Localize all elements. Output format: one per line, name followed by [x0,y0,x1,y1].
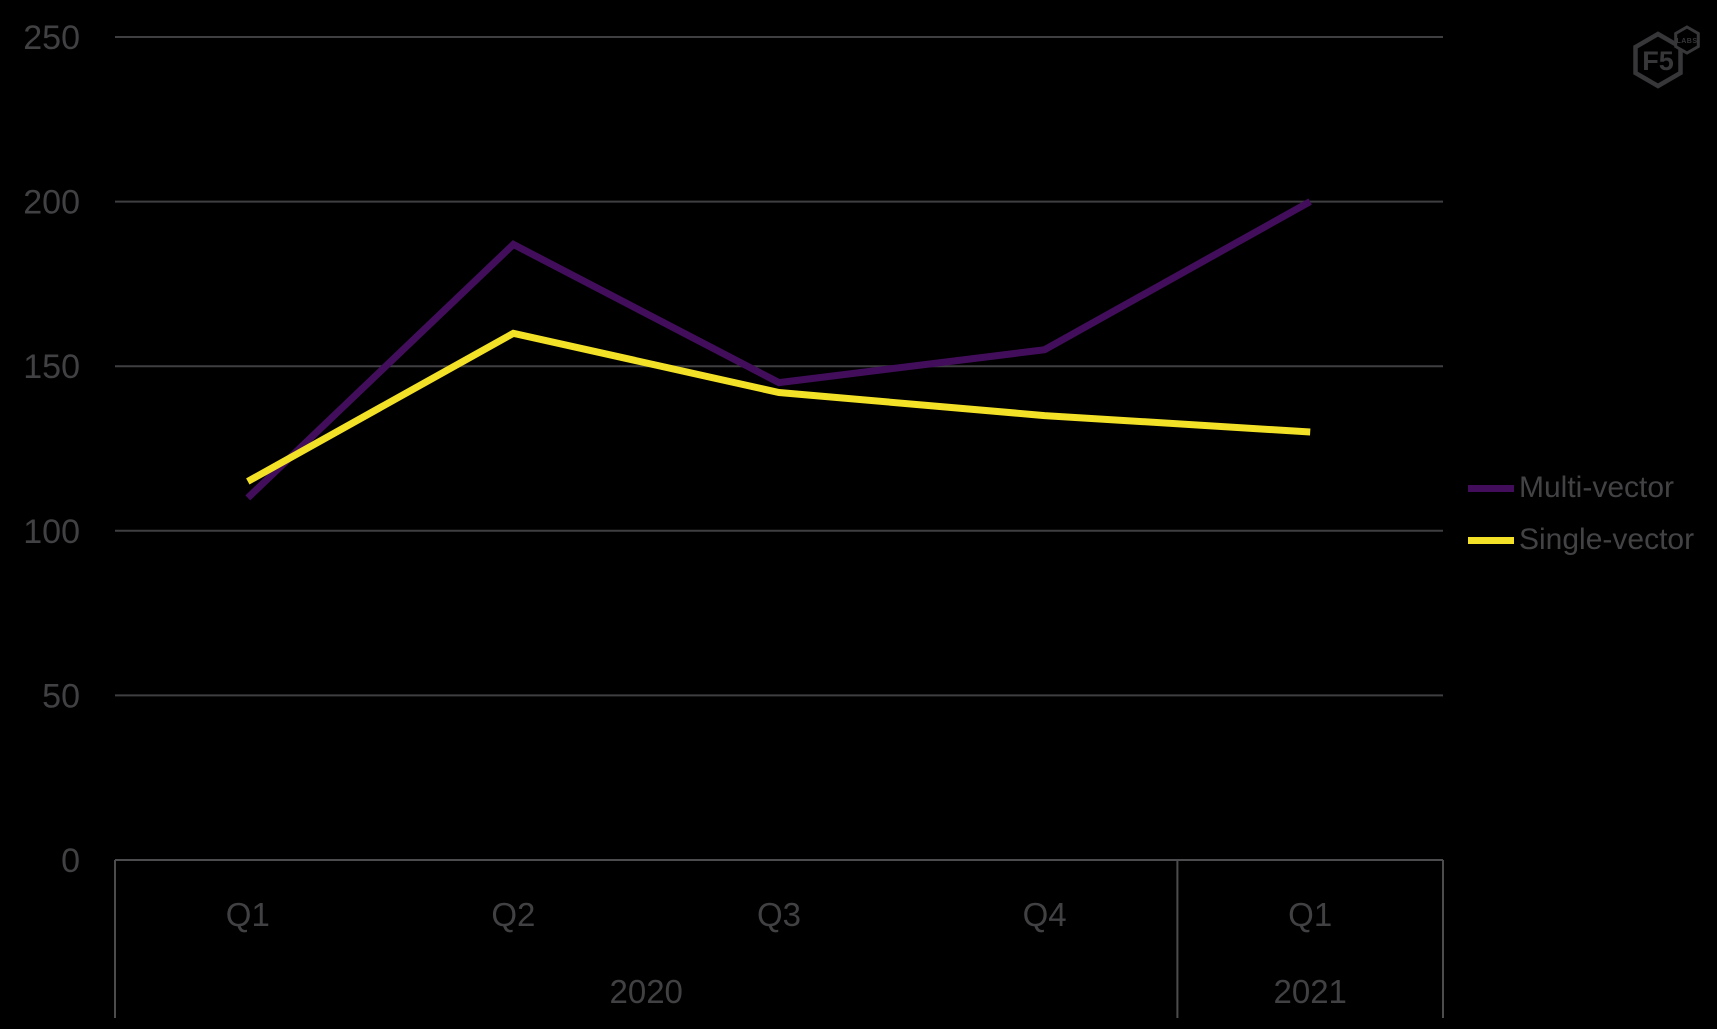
legend-swatch-single-vector [1468,536,1514,544]
series-line-single-vector [246,329,1311,485]
f5-labs-logo: F5 LABS [1633,25,1700,89]
labs-logo-text: LABS [1676,38,1697,45]
x-group-label-2020: 2020 [609,973,682,1010]
x-category-label-4: Q1 [1288,896,1332,933]
y-tick-label-150: 150 [23,348,80,386]
legend: Multi-vector Single-vector [1468,462,1694,566]
legend-swatch-multi-vector [1468,484,1514,492]
x-category-label-1: Q2 [491,896,535,933]
x-category-label-2: Q3 [757,896,801,933]
legend-label-multi-vector: Multi-vector [1519,471,1675,504]
y-tick-label-200: 200 [23,184,80,222]
y-tick-label-250: 250 [23,19,80,57]
legend-item-single-vector: Single-vector [1468,514,1694,566]
legend-item-multi-vector: Multi-vector [1468,462,1694,514]
x-category-label-0: Q1 [226,896,270,933]
y-tick-label-0: 0 [61,842,80,880]
y-tick-label-50: 50 [42,677,80,715]
y-tick-label-100: 100 [23,513,80,551]
labs-hexagon-icon [1674,25,1700,55]
legend-label-single-vector: Single-vector [1519,523,1695,556]
x-group-label-2021: 2021 [1273,973,1346,1010]
series-line-multi-vector [245,198,1312,501]
x-category-label-3: Q4 [1023,896,1067,933]
f5-logo-text: F5 [1642,46,1674,76]
